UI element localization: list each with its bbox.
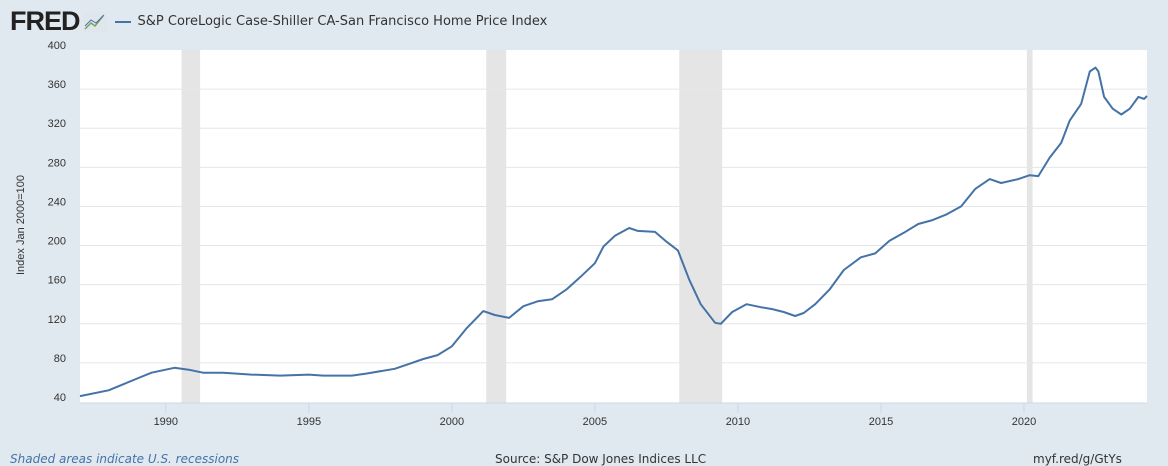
y-tick-label: 200	[48, 236, 66, 248]
y-tick-label: 40	[54, 392, 66, 404]
y-axis-label: Index Jan 2000=100	[15, 175, 27, 275]
y-tick-label: 400	[48, 40, 66, 52]
y-tick-label: 240	[48, 196, 66, 208]
chart-title: S&P CoreLogic Case-Shiller CA-San Franci…	[137, 14, 548, 29]
x-tick-label: 2015	[869, 416, 893, 428]
recession-band	[486, 50, 507, 403]
y-tick-label: 320	[48, 118, 66, 130]
x-tick-label: 2020	[1012, 416, 1036, 428]
x-tick-label: 2010	[726, 416, 750, 428]
x-tick-label: 1995	[297, 416, 321, 428]
recession-band	[181, 50, 201, 403]
recession-band	[1026, 50, 1033, 403]
series-line	[79, 66, 1148, 398]
chart-icon	[82, 11, 107, 32]
plot-area	[80, 50, 1147, 403]
chart-header: FRED S&P CoreLogic Case-Shiller CA-San F…	[10, 6, 547, 37]
fred-logo[interactable]: FRED	[10, 6, 80, 36]
y-tick-label: 360	[48, 79, 66, 91]
source-text: Source: S&P Dow Jones Indices LLC	[495, 452, 707, 466]
x-tick-label: 2000	[440, 416, 464, 428]
short-link[interactable]: myf.red/g/GtYs	[1033, 452, 1122, 466]
x-tick-label: 2005	[583, 416, 607, 428]
y-tick-label: 80	[54, 353, 66, 365]
y-tick-label: 280	[48, 157, 66, 169]
recession-band	[679, 50, 723, 403]
x-tick-label: 1990	[154, 416, 178, 428]
y-tick-label: 160	[48, 275, 66, 287]
y-tick-label: 120	[48, 314, 66, 326]
recession-note: Shaded areas indicate U.S. recessions	[10, 452, 240, 466]
legend-swatch	[114, 20, 131, 23]
